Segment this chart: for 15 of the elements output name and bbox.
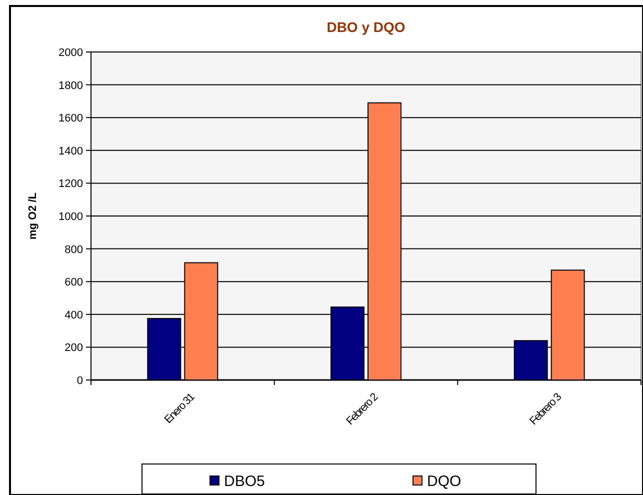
y-tick-label: 0: [76, 375, 83, 387]
y-tick-label: 2000: [58, 47, 83, 59]
legend-label: DBO5: [224, 473, 265, 490]
y-tick-label: 600: [64, 276, 83, 289]
y-tick-label: 1000: [58, 211, 83, 223]
y-axis-title: mg O2 /L: [27, 192, 39, 240]
y-tick-label: 1400: [58, 145, 83, 158]
y-tick-label: 1200: [58, 178, 83, 190]
y-tick-label: 1600: [58, 112, 83, 125]
y-tick-label: 1800: [58, 80, 83, 92]
y-tick-label: 800: [64, 244, 83, 256]
chart-title: DBO y DQO: [326, 19, 406, 35]
legend-label: DQO: [427, 473, 462, 490]
y-tick-label: 200: [64, 342, 83, 354]
y-tick-label: 400: [64, 309, 83, 322]
